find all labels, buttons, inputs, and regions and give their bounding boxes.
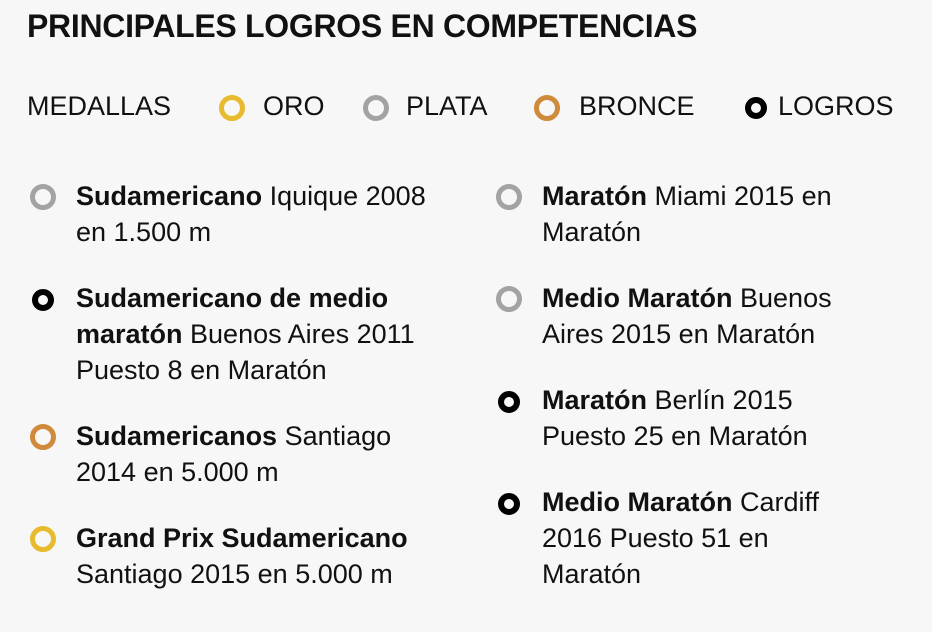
list-item: Sudamericanos Santiago 2014 en 5.000 m <box>30 418 416 490</box>
achievements-right-column: Maratón Miami 2015 en Maratón Medio Mara… <box>496 178 916 622</box>
list-item: Medio Maratón Buenos Aires 2015 en Marat… <box>496 280 852 352</box>
achievement-event: Maratón <box>542 385 648 415</box>
silver-medal-icon <box>496 286 522 312</box>
silver-medal-icon <box>496 184 522 210</box>
achievement-detail: Cardiff 2016 Puesto 51 en Maratón <box>542 487 820 589</box>
achievement-event: Medio Maratón <box>542 487 733 517</box>
achievement-detail: Santiago 2014 en 5.000 m <box>76 421 392 487</box>
legend-text-logros: LOGROS <box>778 91 894 121</box>
page-title: PRINCIPALES LOGROS EN COMPETENCIAS <box>27 8 698 44</box>
achievement-icon <box>32 289 54 311</box>
bronze-medal-icon <box>534 95 560 121</box>
achievements-left-column: Sudamericano Iquique 2008 en 1.500 m Sud… <box>30 178 450 622</box>
list-item: Medio Maratón Cardiff 2016 Puesto 51 en … <box>496 484 852 592</box>
list-item: Sudamericano Iquique 2008 en 1.500 m <box>30 178 450 250</box>
legend-text-oro: ORO <box>263 91 325 121</box>
bronze-medal-icon <box>30 424 56 450</box>
achievement-icon <box>498 391 520 413</box>
gold-medal-icon <box>30 526 56 552</box>
achievement-event: Sudamericano de medio maratón <box>76 283 389 349</box>
achievement-detail: Iquique 2008 en 1.500 m <box>76 181 426 247</box>
legend-label: MEDALLAS <box>27 91 172 121</box>
legend-text-bronce: BRONCE <box>579 91 695 121</box>
list-item: Maratón Berlín 2015 Puesto 25 en Maratón <box>496 382 842 454</box>
achievement-event: Sudamericanos <box>76 421 278 451</box>
achievement-detail: Miami 2015 en Maratón <box>542 181 832 247</box>
achievement-detail: Buenos Aires 2015 en Maratón <box>542 283 832 349</box>
silver-medal-icon <box>30 184 56 210</box>
list-item: Sudamericano de medio maratón Buenos Air… <box>30 280 436 388</box>
achievement-event: Grand Prix Sudamericano <box>76 523 408 553</box>
list-item: Grand Prix Sudamericano Santiago 2015 en… <box>30 520 436 592</box>
achievement-event: Maratón <box>542 181 648 211</box>
achievement-detail: Buenos Aires 2011 Puesto 8 en Maratón <box>76 319 415 385</box>
achievement-event: Sudamericano <box>76 181 263 211</box>
legend-text-plata: PLATA <box>406 91 488 121</box>
achievement-icon <box>498 493 520 515</box>
achievement-event: Medio Maratón <box>542 283 733 313</box>
gold-medal-icon <box>219 95 245 121</box>
achievement-detail: Santiago 2015 en 5.000 m <box>76 559 393 589</box>
achievement-icon <box>745 97 767 119</box>
silver-medal-icon <box>363 95 389 121</box>
list-item: Maratón Miami 2015 en Maratón <box>496 178 842 250</box>
achievement-detail: Berlín 2015 Puesto 25 en Maratón <box>542 385 808 451</box>
